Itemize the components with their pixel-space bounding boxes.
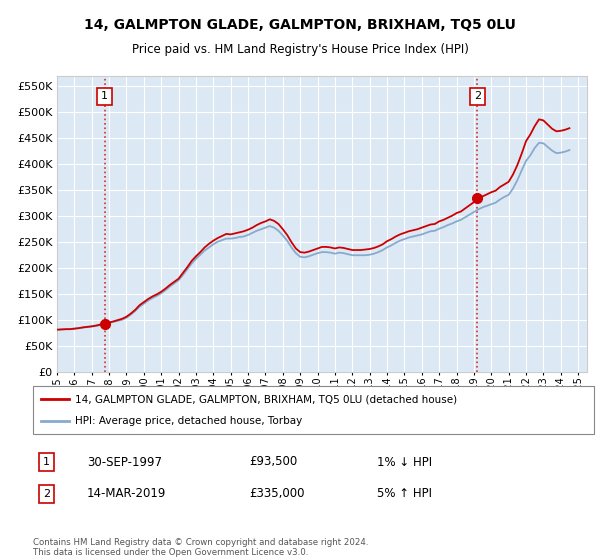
Text: HPI: Average price, detached house, Torbay: HPI: Average price, detached house, Torb…	[75, 416, 302, 426]
Text: Price paid vs. HM Land Registry's House Price Index (HPI): Price paid vs. HM Land Registry's House …	[131, 43, 469, 56]
Text: 2: 2	[43, 489, 50, 499]
Text: 1% ↓ HPI: 1% ↓ HPI	[377, 455, 432, 469]
Text: 14, GALMPTON GLADE, GALMPTON, BRIXHAM, TQ5 0LU: 14, GALMPTON GLADE, GALMPTON, BRIXHAM, T…	[84, 18, 516, 32]
Text: 1: 1	[43, 457, 50, 467]
Text: 14-MAR-2019: 14-MAR-2019	[87, 487, 166, 501]
Text: 1: 1	[101, 91, 108, 101]
Text: 14, GALMPTON GLADE, GALMPTON, BRIXHAM, TQ5 0LU (detached house): 14, GALMPTON GLADE, GALMPTON, BRIXHAM, T…	[75, 394, 457, 404]
Text: 5% ↑ HPI: 5% ↑ HPI	[377, 487, 432, 501]
Text: £335,000: £335,000	[249, 487, 305, 501]
Text: 30-SEP-1997: 30-SEP-1997	[87, 455, 162, 469]
Text: 2: 2	[474, 91, 481, 101]
FancyBboxPatch shape	[33, 386, 594, 434]
Text: Contains HM Land Registry data © Crown copyright and database right 2024.
This d: Contains HM Land Registry data © Crown c…	[33, 538, 368, 557]
Text: £93,500: £93,500	[249, 455, 297, 469]
